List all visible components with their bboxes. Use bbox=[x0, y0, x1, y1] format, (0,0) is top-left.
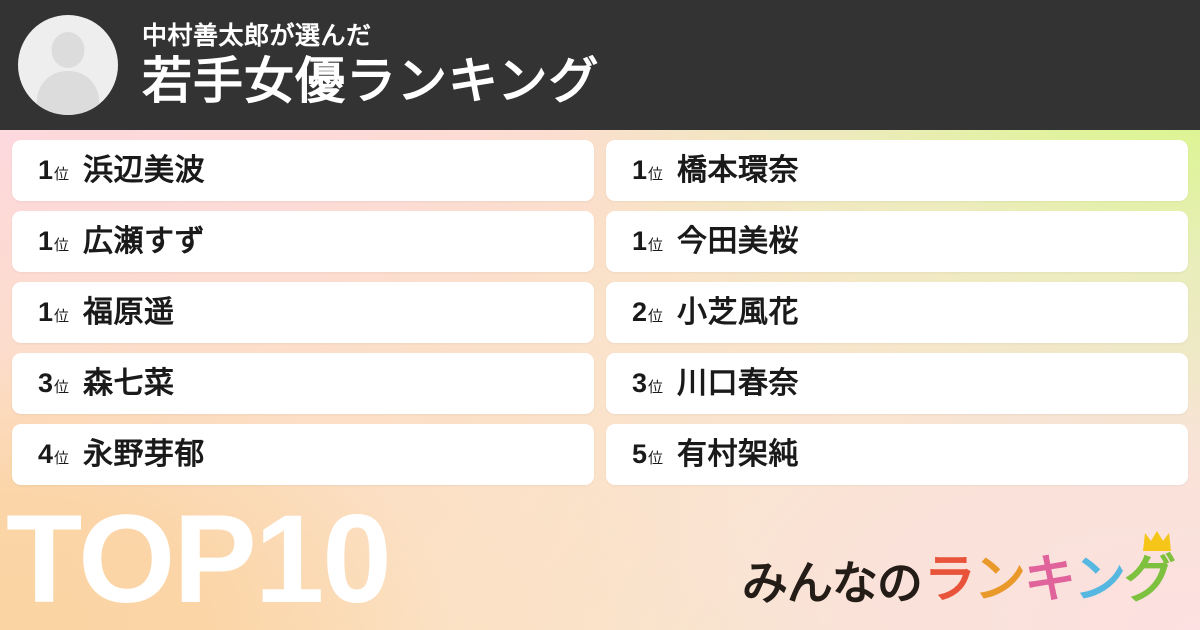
rank-unit: 位 bbox=[54, 308, 70, 325]
rank-card[interactable]: 3 位森七菜 bbox=[12, 353, 594, 414]
ranking-list: 1 位浜辺美波 1 位橋本環奈 1 位広瀬すず 1 位今田美桜 1 位福原遥 2 位小芝風花 3 位森七菜… bbox=[0, 140, 1200, 485]
rank-card[interactable]: 1 位福原遥 bbox=[12, 282, 594, 343]
rank-entry-name: 川口春奈 bbox=[677, 366, 800, 400]
rank-entry-name: 有村架純 bbox=[677, 437, 800, 471]
logo-char-0: ラ bbox=[923, 551, 976, 609]
rank-number: 2 bbox=[632, 297, 648, 327]
rank-unit: 位 bbox=[54, 166, 70, 183]
rank-card[interactable]: 1 位広瀬すず bbox=[12, 211, 594, 272]
rank-number: 1 bbox=[632, 226, 648, 256]
logo-char-1: ン bbox=[973, 551, 1026, 609]
rank-number: 4 bbox=[38, 439, 54, 469]
rank-card[interactable]: 1 位橋本環奈 bbox=[606, 140, 1188, 201]
rank-card[interactable]: 5 位有村架純 bbox=[606, 424, 1188, 485]
rank-entry-name: 広瀬すず bbox=[83, 224, 206, 258]
logo-char-2: キ bbox=[1023, 551, 1076, 609]
rank-number: 1 bbox=[38, 155, 54, 185]
avatar-body-shape bbox=[37, 71, 99, 115]
header-text-group: 中村善太郎が選んだ 若手女優ランキング bbox=[142, 22, 600, 109]
rank-unit: 位 bbox=[648, 379, 664, 396]
rank-number: 3 bbox=[632, 368, 648, 398]
rank-entry-name: 永野芽郁 bbox=[83, 437, 206, 471]
rank-unit: 位 bbox=[54, 450, 70, 467]
rank-unit: 位 bbox=[648, 166, 664, 183]
page-title: 若手女優ランキング bbox=[142, 53, 600, 109]
rank-unit: 位 bbox=[648, 308, 664, 325]
rank-unit: 位 bbox=[54, 237, 70, 254]
rank-card[interactable]: 1 位浜辺美波 bbox=[12, 140, 594, 201]
logo-char-3: ン bbox=[1073, 551, 1126, 609]
header-subtitle: 中村善太郎が選んだ bbox=[142, 22, 372, 50]
site-logo[interactable]: みんなの ランキング bbox=[741, 531, 1176, 609]
rank-number: 3 bbox=[38, 368, 54, 398]
rank-number: 5 bbox=[632, 439, 648, 469]
rank-card[interactable]: 3 位川口春奈 bbox=[606, 353, 1188, 414]
rank-entry-name: 福原遥 bbox=[83, 295, 175, 329]
rank-entry-name: 今田美桜 bbox=[677, 224, 800, 258]
rank-unit: 位 bbox=[648, 450, 664, 467]
top10-watermark: TOP10 bbox=[6, 490, 392, 629]
rank-unit: 位 bbox=[648, 237, 664, 254]
rank-card[interactable]: 1 位今田美桜 bbox=[606, 211, 1188, 272]
rank-entry-name: 森七菜 bbox=[83, 366, 175, 400]
logo-katakana-text: ランキング bbox=[923, 531, 1176, 609]
poster-header: 中村善太郎が選んだ 若手女優ランキング bbox=[0, 0, 1200, 130]
rank-card[interactable]: 2 位小芝風花 bbox=[606, 282, 1188, 343]
logo-char-4: グ bbox=[1123, 551, 1176, 609]
person-avatar-icon bbox=[18, 15, 118, 115]
crown-icon bbox=[1143, 531, 1171, 551]
rank-entry-name: 小芝風花 bbox=[677, 295, 800, 329]
rank-number: 1 bbox=[38, 226, 54, 256]
avatar-head-shape bbox=[51, 32, 85, 68]
rank-entry-name: 浜辺美波 bbox=[83, 153, 206, 187]
rank-card[interactable]: 4 位永野芽郁 bbox=[12, 424, 594, 485]
rank-number: 1 bbox=[632, 155, 648, 185]
rank-number: 1 bbox=[38, 297, 54, 327]
rank-entry-name: 橋本環奈 bbox=[677, 153, 800, 187]
rank-unit: 位 bbox=[54, 379, 70, 396]
logo-japanese-text: みんなの bbox=[741, 557, 923, 609]
